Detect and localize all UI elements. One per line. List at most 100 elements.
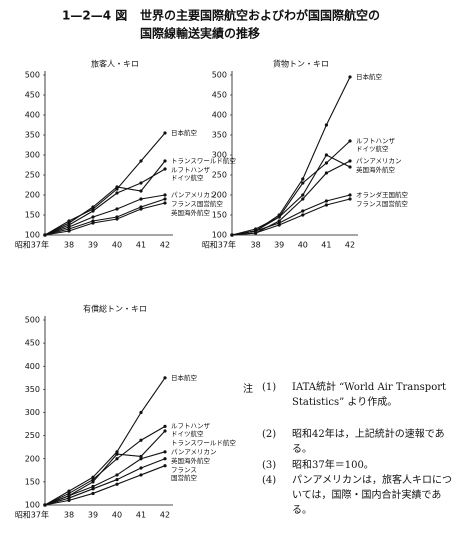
data-point: [348, 197, 352, 201]
y-tick-label: 150: [25, 477, 40, 486]
series-label-box: 英国海外航空: [171, 209, 210, 217]
data-point: [67, 491, 71, 496]
data-point: [163, 424, 167, 428]
x-tick-label: 42: [160, 511, 170, 520]
series-label: フランス 国営航空: [171, 466, 197, 483]
data-point: [139, 189, 143, 193]
series-line: [44, 198, 166, 236]
y-tick-label: 350: [25, 385, 40, 394]
note-text: 昭和37年＝100。: [292, 460, 374, 471]
y-tick-label: 250: [212, 171, 227, 180]
series-label-box: 英国海外航空: [356, 166, 395, 174]
x-tick-label: 昭和37年: [15, 240, 49, 250]
data-point: [67, 229, 71, 233]
series-label-box: パンアメリカン: [356, 157, 402, 165]
data-point: [301, 193, 305, 197]
data-point: [115, 185, 119, 189]
data-point: [115, 207, 119, 211]
note-number-box: (3): [262, 460, 277, 471]
series-label-box: ルフトハンザ ドイツ航空: [356, 137, 395, 153]
notes-label: 注: [243, 382, 253, 395]
data-point: [324, 199, 328, 203]
note-number-box: (4): [262, 475, 276, 486]
y-tick-label: 100: [212, 231, 227, 240]
series-label: オランダ王国航空: [356, 191, 408, 199]
note-text-box: 昭和42年は，上記統計の速報である。: [292, 429, 445, 455]
series-label: 英国海外航空: [171, 457, 210, 466]
x-tick-label: 41: [136, 241, 146, 250]
data-point: [163, 457, 167, 461]
x-tick-label: 39: [88, 511, 98, 520]
data-point: [139, 207, 143, 211]
data-point: [67, 496, 71, 500]
y-tick-label: 450: [212, 91, 227, 100]
series-label-box: オランダ王国航空: [356, 191, 408, 199]
data-point: [91, 215, 95, 219]
series-label: パンアメリカン: [171, 191, 217, 199]
data-point: [67, 489, 71, 493]
data-point: [67, 498, 71, 502]
data-point: [163, 464, 167, 468]
y-tick-label: 200: [212, 191, 227, 200]
note-text-box: 昭和37年＝100。: [292, 460, 374, 471]
series-label: ルフトハンザ ドイツ航空: [171, 422, 210, 439]
data-point: [301, 181, 305, 185]
series-label-box: 日本航空: [356, 73, 382, 81]
data-point: [163, 197, 167, 201]
y-tick-label: 250: [25, 171, 40, 180]
x-tick-label: 39: [88, 241, 98, 250]
y-tick-label: 500: [25, 316, 40, 325]
series-line: [44, 160, 166, 236]
y-tick-label: 250: [25, 431, 40, 440]
series-line: [44, 425, 166, 506]
note-number-box: (1): [262, 382, 276, 393]
data-point: [324, 123, 328, 127]
chart-title: 有償総トン・キロ: [83, 304, 147, 314]
y-tick-label: 400: [212, 111, 227, 120]
figure-title: 国際線輸送実績の推移: [140, 26, 260, 41]
series-label: フランス国営航空: [356, 200, 408, 208]
y-tick-label: 200: [25, 191, 40, 200]
data-point: [91, 221, 95, 225]
data-point: [324, 171, 328, 175]
x-tick-label: 40: [112, 241, 122, 250]
data-point: [301, 209, 305, 213]
data-point: [91, 480, 95, 484]
data-point: [163, 450, 167, 454]
data-point: [301, 213, 305, 217]
data-point: [348, 193, 352, 197]
data-point: [115, 477, 119, 482]
series-label: 日本航空: [356, 73, 382, 81]
x-tick-label: 40: [298, 241, 308, 250]
x-tick-label: 39: [274, 241, 284, 250]
data-point: [163, 429, 167, 433]
series-label: パンアメリカン: [171, 448, 217, 457]
series-label-box: フランス国営航空: [356, 200, 408, 208]
series-label-box: フランス国営航空: [171, 200, 223, 208]
data-point: [91, 209, 95, 213]
note-number: (3): [262, 460, 277, 471]
series-line: [231, 198, 351, 236]
data-point: [139, 181, 143, 185]
data-point: [163, 201, 167, 205]
series-line: [44, 132, 166, 236]
y-tick-label: 350: [212, 131, 227, 140]
note-text: パンアメリカンは，旅客人キロについては，国際・国内合計実績である。: [292, 475, 452, 516]
data-point: [91, 491, 95, 496]
series-line: [44, 458, 166, 506]
data-point: [91, 487, 95, 491]
data-point: [115, 217, 119, 221]
note-text-box: パンアメリカンは，旅客人キロについては，国際・国内合計実績である。: [292, 475, 452, 516]
note-text: IATA統計 “World Air Transport Statistics” …: [292, 382, 447, 408]
series-line: [44, 202, 166, 236]
data-point: [348, 159, 352, 163]
y-tick-label: 100: [25, 501, 40, 510]
series-label: ルフトハンザ ドイツ航空: [356, 137, 395, 153]
data-point: [91, 475, 95, 479]
y-tick-label: 300: [25, 408, 40, 417]
y-tick-label: 450: [25, 339, 40, 348]
series-label: 英国海外航空: [356, 166, 395, 174]
data-point: [91, 205, 95, 209]
series-label-box: パンアメリカン: [171, 448, 217, 457]
series-line: [44, 451, 166, 506]
